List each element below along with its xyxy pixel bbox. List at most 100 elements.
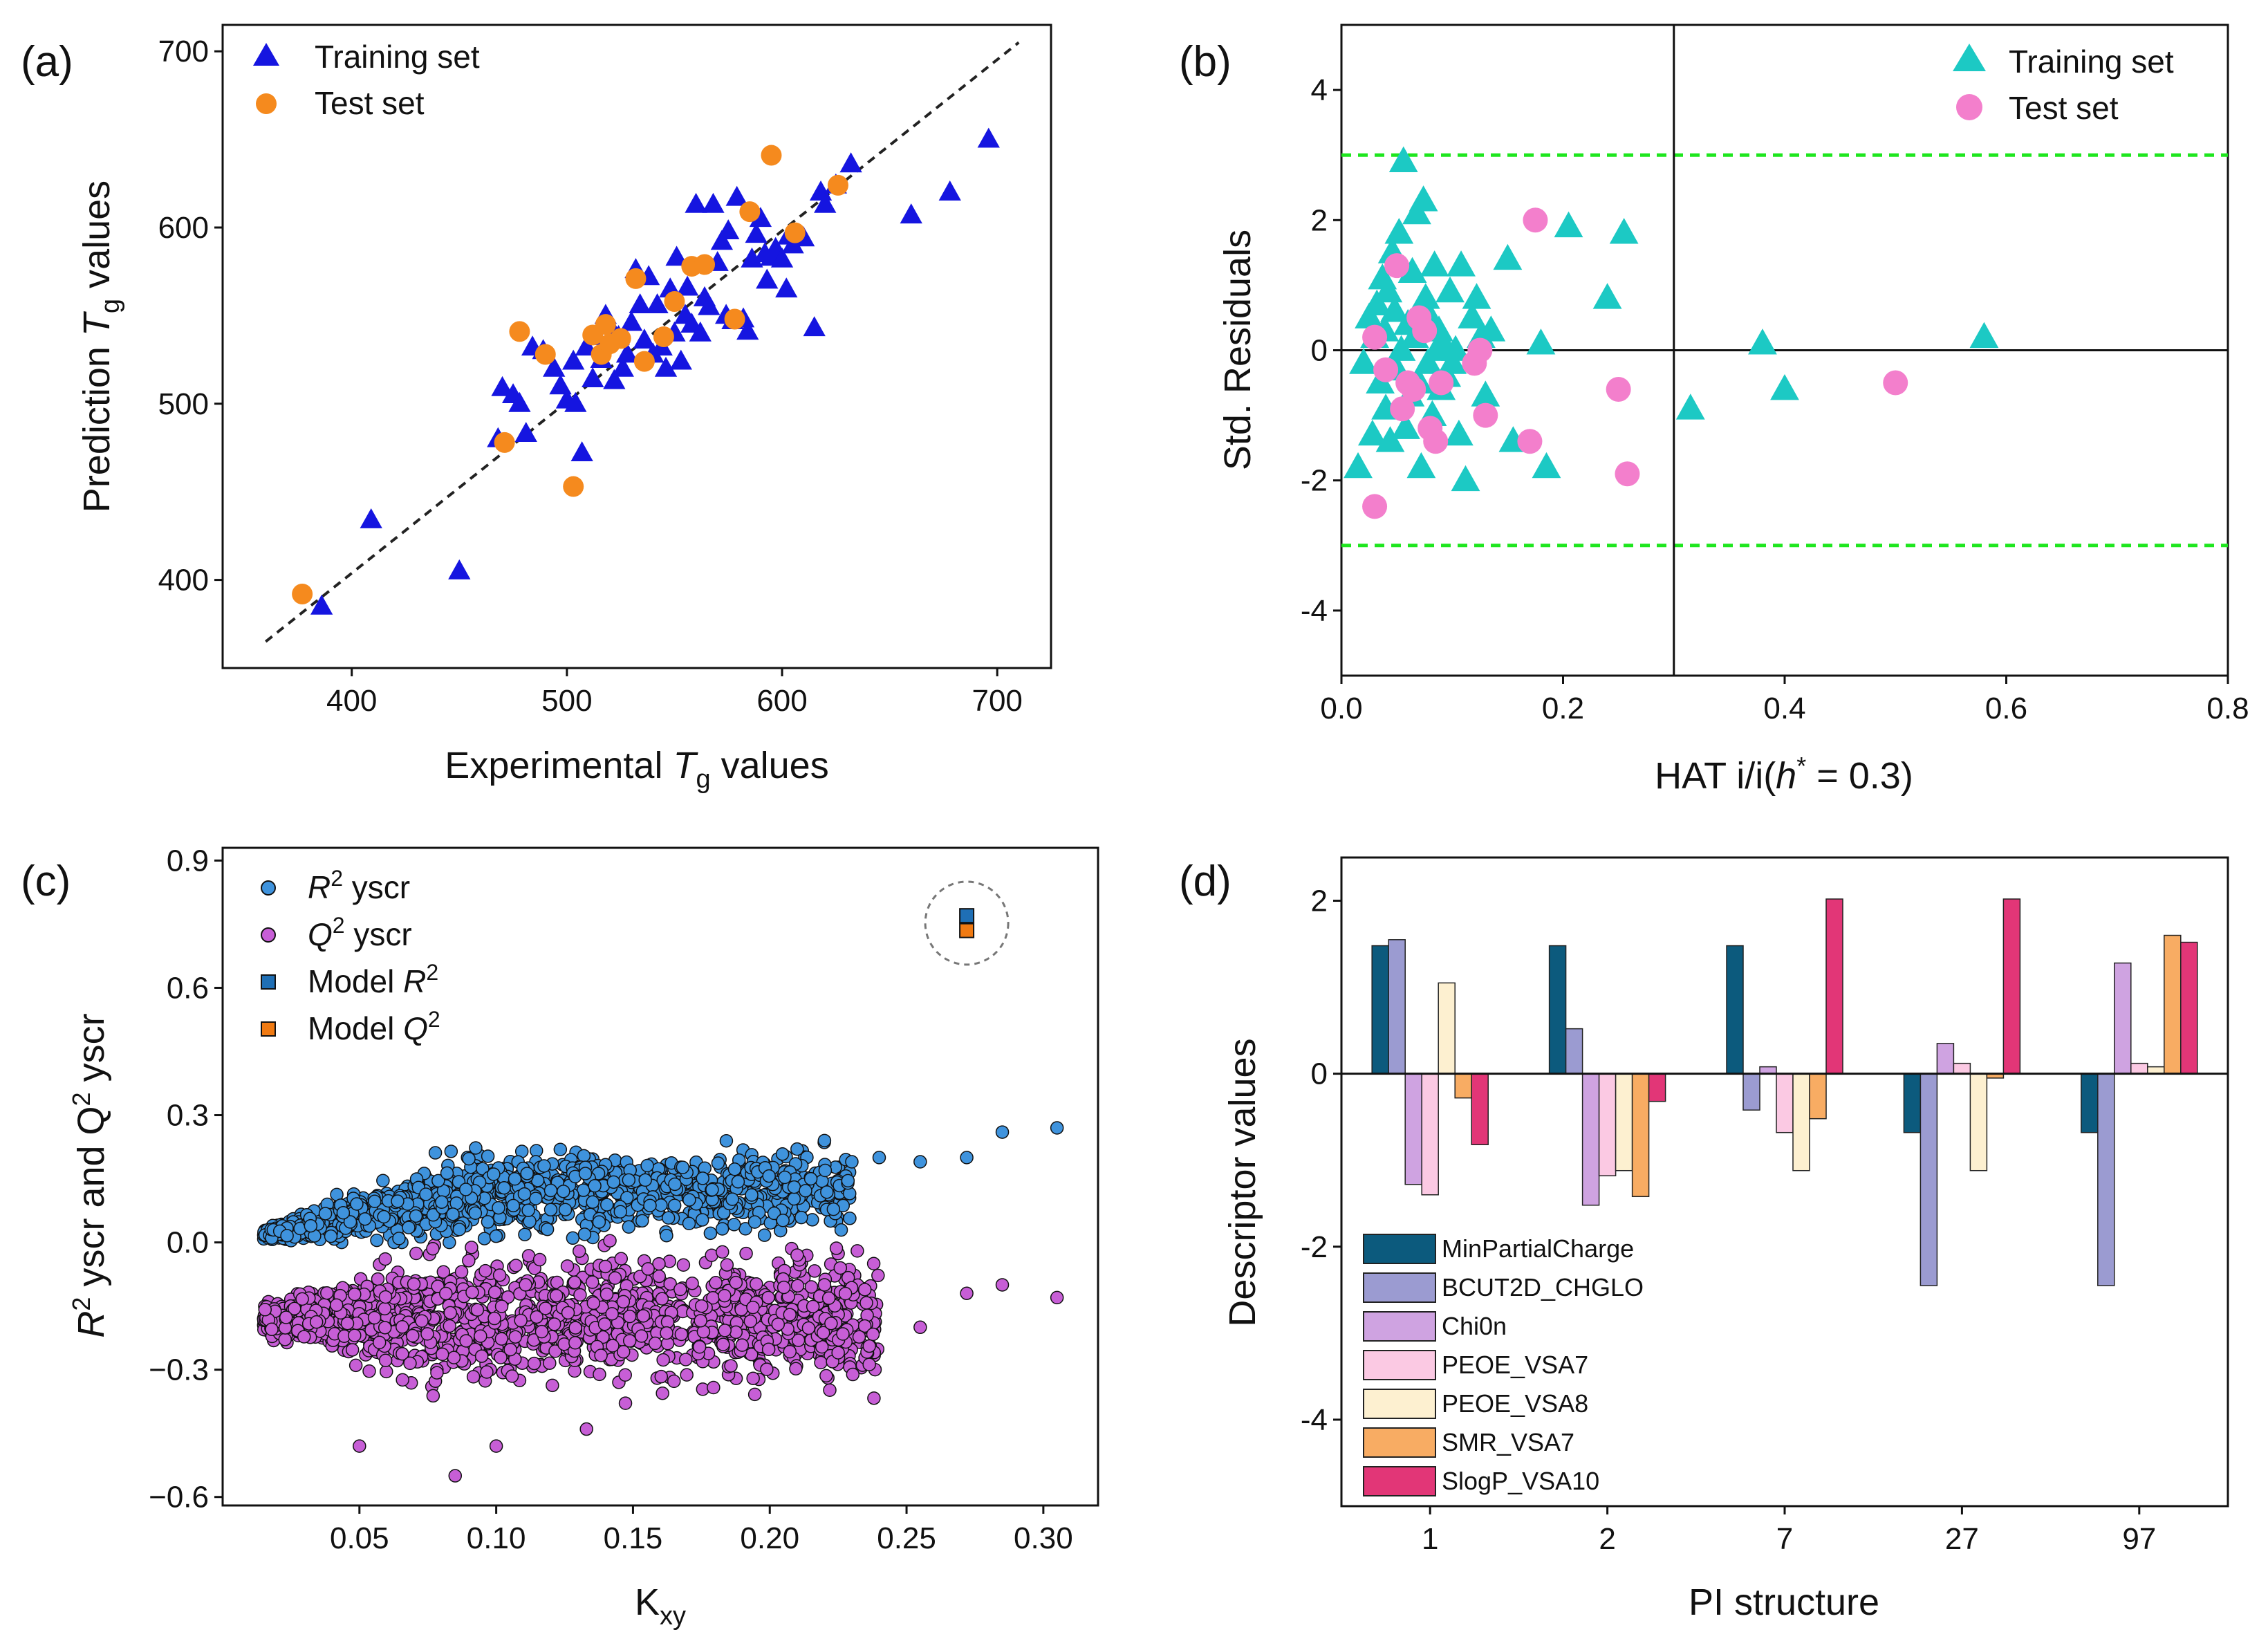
r2-point (402, 1221, 416, 1234)
r2-point (600, 1198, 614, 1212)
q2-point (478, 1263, 492, 1278)
q2-point (403, 1356, 417, 1371)
panel-d: 1 2 7 27 97 20-2-4 PI structure Descriptor v… (1222, 856, 2229, 1623)
legend-b-test-marker (1956, 94, 1982, 120)
q2-point (1050, 1290, 1064, 1305)
q2-point (572, 1244, 586, 1258)
training-point (654, 356, 678, 377)
r2-point (487, 1167, 501, 1181)
training-point (938, 180, 961, 201)
r2-point (787, 1192, 801, 1206)
panel-a: 400 500 600 700 400 500 600 700 Experimental T… (76, 24, 1052, 794)
bar-SlogP_VSA10 (2180, 941, 2198, 1075)
bar-PEOE_VSA7 (1953, 1062, 1971, 1075)
q2-point (656, 1353, 670, 1367)
q2-point (655, 1292, 669, 1306)
q2-point (783, 1344, 797, 1359)
r2-point (577, 1149, 591, 1163)
panel-c-x-tick-label: 0.20 (740, 1521, 799, 1555)
legend-d-label: PEOE_VSA8 (1442, 1389, 1588, 1418)
panel-d-x-tick-label: 27 (1945, 1522, 1979, 1556)
q2-point (694, 1299, 709, 1313)
r2-point (444, 1144, 458, 1158)
q2-point (771, 1317, 786, 1331)
test-point (1412, 318, 1438, 344)
legend-d-swatch (1363, 1272, 1436, 1303)
r2-point (818, 1163, 833, 1178)
training-point (781, 233, 804, 254)
test-point (625, 268, 647, 289)
q2-point (729, 1275, 743, 1290)
panel-b-x-ticks: 0.0 0.2 0.4 0.6 0.8 (1320, 676, 2249, 725)
q2-point (362, 1364, 376, 1378)
legend-c-r2-label: R2 yscr (308, 866, 410, 905)
q2-point (995, 1278, 1010, 1292)
r2-point (553, 1142, 568, 1156)
training-point (620, 310, 643, 331)
bar-Chi0n (1759, 1066, 1777, 1075)
q2-point (470, 1303, 485, 1317)
training-point (725, 185, 748, 206)
q2-point (509, 1259, 523, 1272)
training-point (775, 277, 798, 298)
bar-SlogP_VSA10 (1825, 898, 1843, 1075)
training-point (710, 230, 734, 250)
q2-point (634, 1329, 649, 1343)
q2-point (801, 1321, 816, 1335)
bar-MinPartialCharge (1371, 945, 1389, 1075)
q2-point (680, 1368, 694, 1382)
q2-point (279, 1310, 293, 1324)
r2-point (794, 1210, 808, 1225)
training-point (611, 356, 634, 377)
training-point (562, 349, 585, 370)
r2-point (762, 1169, 776, 1183)
q2-point (258, 1303, 272, 1317)
bar-BCUT2D_CHGLO (1742, 1073, 1760, 1111)
q2-point (494, 1299, 509, 1313)
panel-c-y-ticks: 0.9 0.6 0.3 0.0 −0.3 −0.6 (149, 844, 223, 1514)
r2-point (543, 1203, 558, 1217)
panel-b-x-tick-label: 0.8 (2206, 692, 2249, 725)
training-point (1554, 211, 1583, 238)
q2-point (833, 1261, 848, 1275)
legend-c-model-q2-marker (261, 1021, 276, 1037)
q2-point (568, 1321, 582, 1335)
q2-point (709, 1276, 723, 1290)
panel-b-y-label: Std. Residuals (1217, 230, 1258, 470)
panel-label-c: (c) (21, 858, 71, 905)
r2-point (358, 1212, 372, 1226)
r2-point (661, 1211, 676, 1225)
q2-point (278, 1333, 292, 1346)
q2-point (606, 1339, 620, 1353)
training-point (977, 127, 1000, 148)
r2-point (521, 1203, 535, 1217)
q2-point (676, 1258, 691, 1272)
training-point (803, 316, 826, 337)
training-point (1420, 250, 1449, 277)
test-point (509, 321, 530, 342)
training-point (1411, 283, 1440, 309)
r2-point (676, 1160, 690, 1174)
legend-b-test-label: Test set (2009, 90, 2119, 126)
r2-point (468, 1206, 483, 1220)
q2-point (846, 1367, 860, 1382)
r2-point (557, 1185, 570, 1198)
bar-MinPartialCharge (1726, 945, 1744, 1075)
panel-d-x-tick-label: 1 (1422, 1522, 1438, 1556)
test-point (1523, 207, 1548, 233)
training-point (1493, 243, 1523, 270)
q2-point (494, 1351, 508, 1364)
q2-point (501, 1290, 515, 1304)
q2-point (743, 1314, 758, 1328)
q2-point (838, 1286, 853, 1301)
q2-point (824, 1317, 838, 1331)
q2-point (546, 1378, 559, 1393)
r2-point (643, 1198, 657, 1213)
r2-point (543, 1183, 558, 1198)
q2-point (378, 1321, 392, 1335)
panel-c-x-tick-label: 0.05 (330, 1521, 389, 1555)
r2-point (566, 1231, 580, 1245)
training-point (1409, 185, 1438, 212)
bar-SMR_VSA7 (1809, 1073, 1827, 1120)
q2-point (329, 1298, 344, 1313)
